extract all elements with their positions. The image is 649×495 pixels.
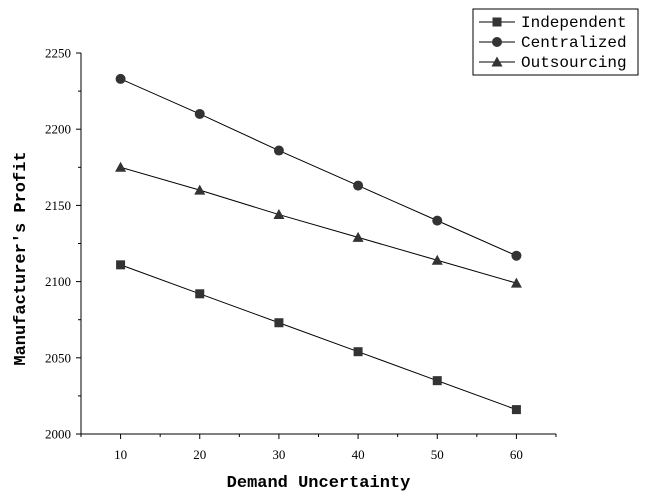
series-centralized [116,74,522,261]
series-line-outsourcing [121,167,517,283]
y-axis-title: Manufacturer's Profit [12,151,31,365]
x-tick-label: 30 [272,447,285,462]
legend: Independent Centralized Outsourcing [473,9,638,75]
data-point-outsourcing [194,185,205,195]
data-point-centralized [432,216,442,226]
data-point-independent [195,289,204,298]
series-line-independent [121,265,517,410]
data-point-outsourcing [115,162,126,172]
y-tick-label: 2250 [45,46,71,61]
series-line-centralized [121,79,517,256]
y-tick-label: 2200 [45,122,71,137]
data-point-centralized [274,146,284,156]
x-tick-label: 60 [510,447,523,462]
axes: 10 20 30 40 50 60 2000 2050 2100 2150 2200 2250 [45,46,556,463]
x-tick-label: 20 [193,447,206,462]
x-tick-label: 40 [352,447,365,462]
data-point-centralized [195,109,205,119]
y-tick-label: 2100 [45,274,71,289]
data-point-independent [274,318,283,327]
legend-label-centralized: Centralized [521,34,627,52]
data-point-outsourcing [273,209,284,219]
data-point-independent [116,260,125,269]
y-tick-label: 2150 [45,198,71,213]
y-tick-label: 2000 [45,427,71,442]
legend-marker-centralized [492,37,502,47]
data-point-independent [354,347,363,356]
legend-label-outsourcing: Outsourcing [521,54,627,72]
x-axis-title: Demand Uncertainty [227,474,411,493]
data-point-centralized [353,181,363,191]
data-point-centralized [511,251,521,261]
x-tick-label: 10 [114,447,127,462]
series-layer [115,74,522,414]
legend-label-independent: Independent [521,14,627,32]
y-tick-label: 2050 [45,350,71,365]
data-point-outsourcing [353,232,364,242]
data-point-outsourcing [432,255,443,265]
data-point-outsourcing [511,278,522,288]
series-outsourcing [115,162,522,288]
data-point-centralized [116,74,126,84]
legend-marker-independent [493,18,502,27]
x-tick-label: 50 [431,447,444,462]
data-point-independent [512,405,521,414]
data-point-independent [433,376,442,385]
series-independent [116,260,521,414]
